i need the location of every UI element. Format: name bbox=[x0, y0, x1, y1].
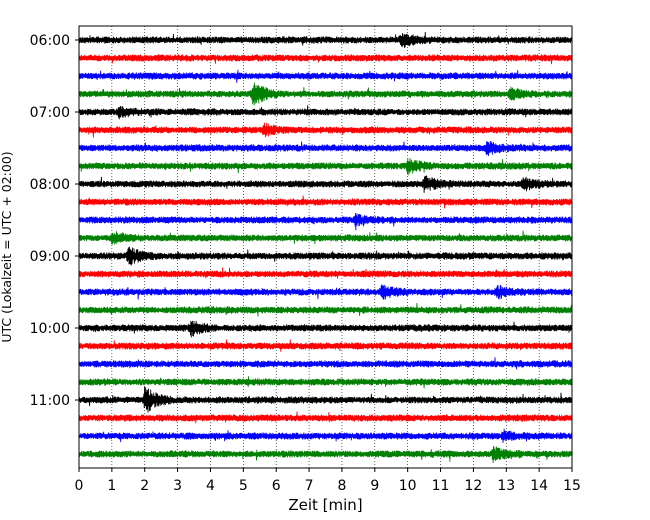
y-tick-label: 10:00 bbox=[30, 321, 70, 337]
x-tick-label: 8 bbox=[337, 478, 346, 494]
seismogram-trace bbox=[78, 82, 573, 106]
seismogram-trace bbox=[78, 246, 573, 266]
seismogram-trace bbox=[78, 195, 573, 209]
y-axis-title: UTC (Lokalzeit = UTC + 02:00) bbox=[0, 151, 14, 342]
x-tick-label: 2 bbox=[140, 478, 149, 494]
seismogram-trace bbox=[78, 31, 573, 48]
x-tick-label: 15 bbox=[563, 478, 581, 494]
seismogram-trace bbox=[78, 212, 573, 231]
seismogram-trace bbox=[78, 69, 573, 83]
y-tick-label: 08:00 bbox=[30, 177, 70, 193]
y-tick-label: 09:00 bbox=[30, 249, 70, 265]
seismogram-trace bbox=[78, 105, 573, 120]
seismogram-trace bbox=[78, 320, 573, 338]
x-tick-label: 1 bbox=[107, 478, 116, 494]
seismogram-trace bbox=[78, 386, 573, 413]
seismogram-trace bbox=[78, 411, 573, 424]
x-tick-label: 10 bbox=[399, 478, 417, 494]
x-tick-label: 4 bbox=[206, 478, 215, 494]
seismogram-trace bbox=[78, 175, 573, 193]
x-tick-label: 11 bbox=[432, 478, 450, 494]
seismogram-trace bbox=[78, 284, 573, 300]
x-tick-label: 5 bbox=[239, 478, 248, 494]
x-tick-label: 3 bbox=[173, 478, 182, 494]
plot-frame bbox=[78, 25, 573, 469]
seismogram-trace bbox=[78, 445, 573, 463]
x-tick-label: 0 bbox=[75, 478, 84, 494]
y-axis-ticks: 06:00 07:00 08:00 09:00 10:00 11:00 bbox=[30, 33, 79, 409]
seismogram-traces bbox=[78, 31, 573, 463]
seismogram-trace bbox=[78, 54, 573, 65]
seismogram-trace bbox=[78, 302, 573, 317]
seismogram-trace bbox=[78, 376, 573, 389]
y-tick-label: 11:00 bbox=[30, 393, 70, 409]
y-tick-label: 06:00 bbox=[30, 33, 70, 49]
seismogram-trace bbox=[78, 428, 573, 444]
y-tick-label: 07:00 bbox=[30, 105, 70, 121]
seismogram-trace bbox=[78, 122, 573, 138]
x-tick-label: 12 bbox=[464, 478, 482, 494]
x-tick-label: 13 bbox=[497, 478, 515, 494]
seismogram-trace bbox=[78, 357, 573, 370]
seismogram-trace bbox=[78, 230, 573, 245]
x-tick-label: 6 bbox=[272, 478, 281, 494]
x-axis-title: Zeit [min] bbox=[288, 496, 362, 514]
seismogram-trace bbox=[78, 267, 573, 279]
seismogram-trace bbox=[78, 157, 573, 176]
seismogram-trace bbox=[78, 339, 573, 352]
x-axis-ticks: 0 1 2 3 4 5 6 7 8 9 10 11 12 13 14 15 bbox=[75, 468, 581, 494]
x-tick-label: 7 bbox=[305, 478, 314, 494]
x-tick-label: 14 bbox=[530, 478, 548, 494]
x-tick-label: 9 bbox=[370, 478, 379, 494]
seismogram-trace bbox=[78, 140, 573, 157]
